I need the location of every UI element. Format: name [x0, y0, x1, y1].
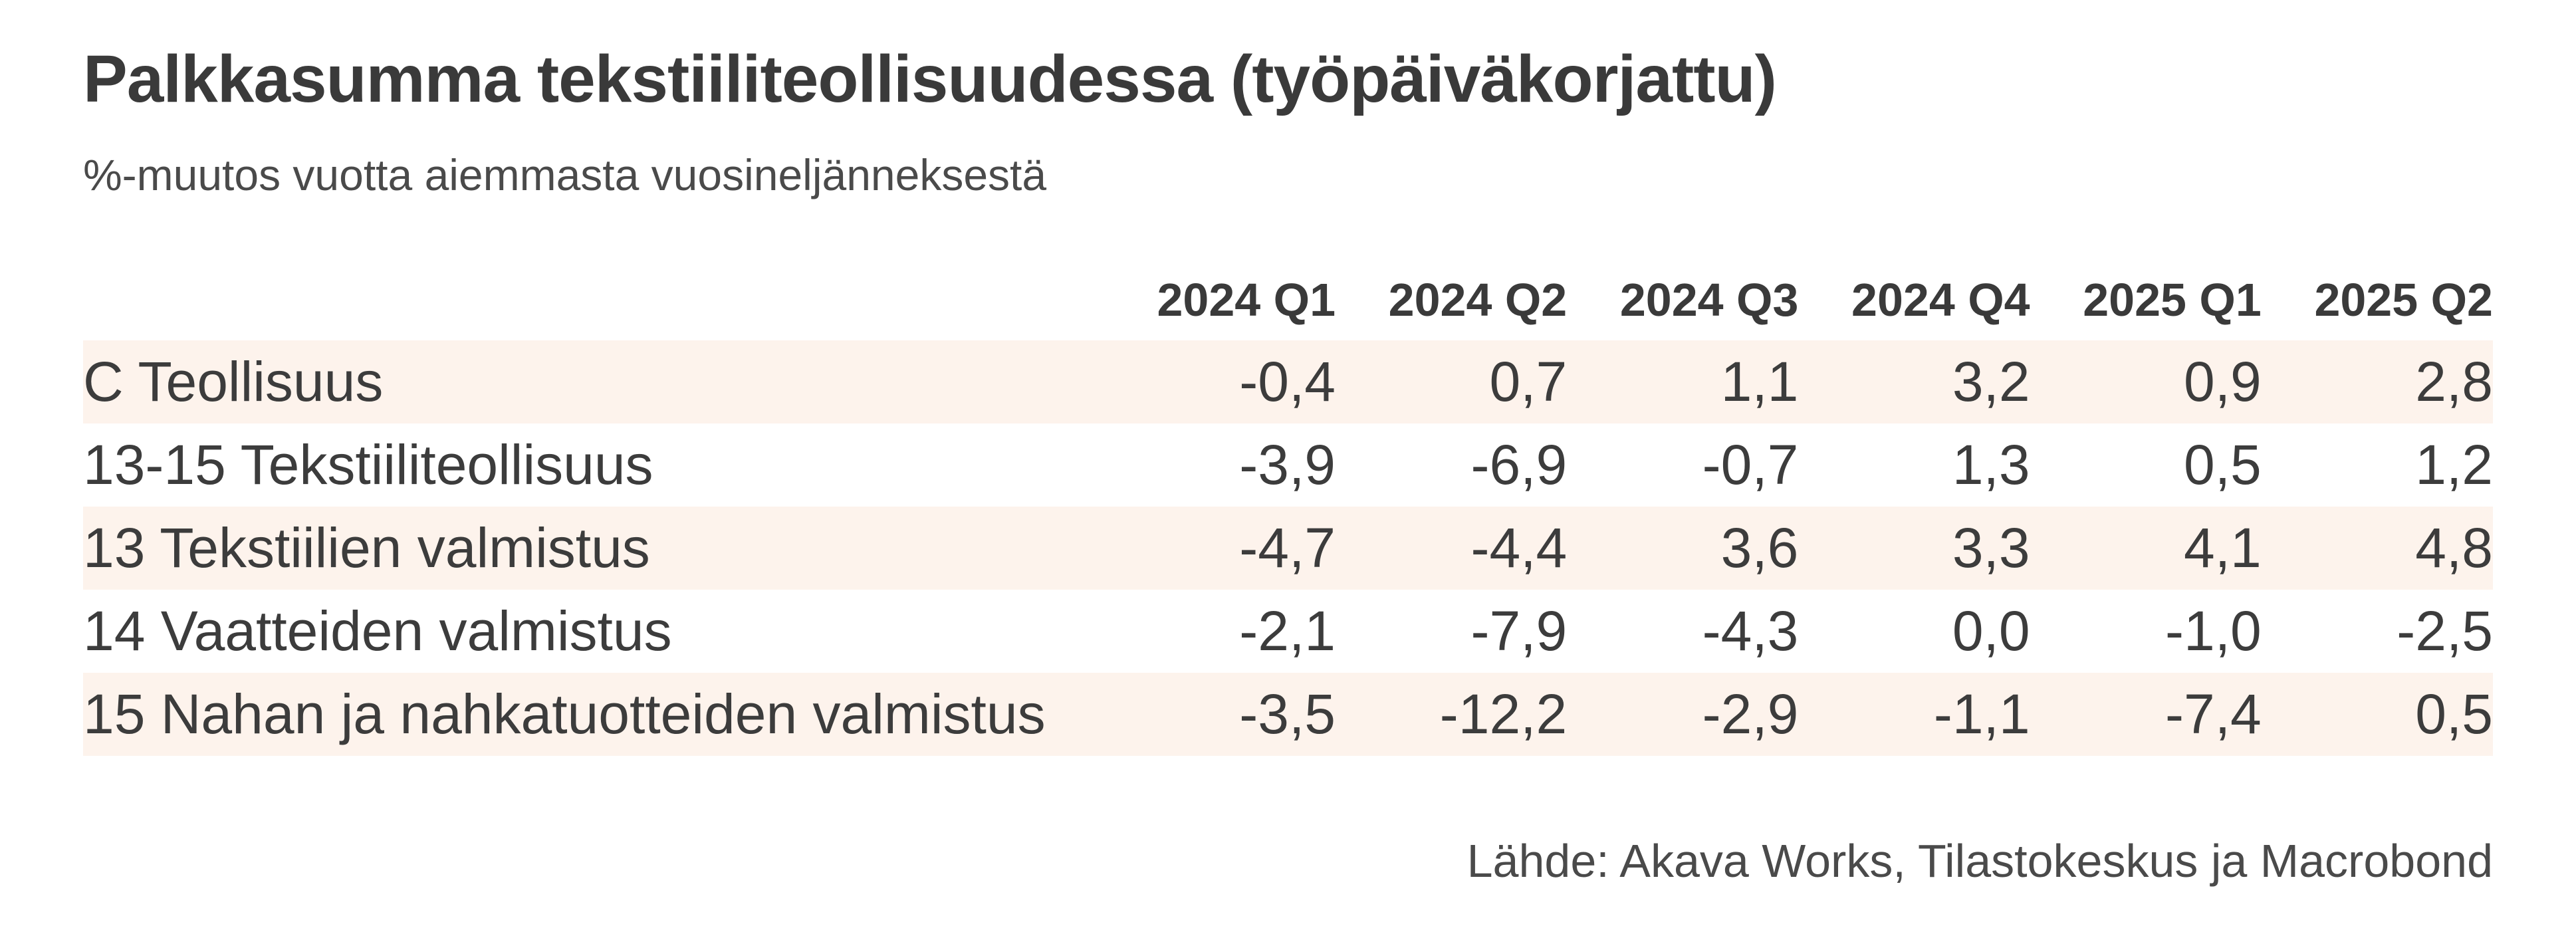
- column-header: 2024 Q2: [1388, 274, 1568, 326]
- value-cell: -6,9: [1470, 433, 1568, 496]
- value-cell: -1,0: [2165, 600, 2262, 662]
- table-row: 13-15 Tekstiiliteollisuus -3,9 -6,9 -0,7…: [83, 423, 2493, 507]
- column-header: 2024 Q1: [1157, 274, 1336, 326]
- value-cell: 3,6: [1567, 507, 1799, 590]
- row-label: 15 Nahan ja nahkatuotteiden valmistus: [83, 673, 1104, 756]
- value-cell: -4,4: [1336, 507, 1568, 590]
- value-cell: -7,4: [2030, 673, 2262, 756]
- value-cell: -7,9: [1470, 600, 1568, 662]
- value-cell: -2,5: [2397, 600, 2493, 662]
- value-cell: -4,3: [1702, 600, 1799, 662]
- value-cell: 0,5: [2184, 433, 2262, 496]
- value-cell: 0,9: [2030, 340, 2262, 423]
- column-header: 2025 Q2: [2314, 274, 2493, 326]
- value-cell: 3,3: [1798, 507, 2030, 590]
- chart-subtitle: %-muutos vuotta aiemmasta vuosineljännek…: [83, 150, 1047, 199]
- value-cell: -2,1: [1239, 600, 1336, 662]
- value-cell: 4,1: [2030, 507, 2262, 590]
- source-note: Lähde: Akava Works, Tilastokeskus ja Mac…: [1466, 835, 2493, 887]
- column-header: 2024 Q4: [1851, 274, 2030, 326]
- table-row: 14 Vaatteiden valmistus -2,1 -7,9 -4,3 0…: [83, 590, 2493, 673]
- table-row: 15 Nahan ja nahkatuotteiden valmistus -3…: [83, 673, 2493, 756]
- value-cell: 0,5: [2261, 673, 2493, 756]
- row-label: 13 Tekstiilien valmistus: [83, 507, 1104, 590]
- value-cell: 4,8: [2261, 507, 2493, 590]
- value-cell: 1,3: [1952, 433, 2030, 496]
- row-label: 14 Vaatteiden valmistus: [83, 600, 672, 662]
- table-row: 13 Tekstiilien valmistus -4,7 -4,4 3,6 3…: [83, 507, 2493, 590]
- column-header: 2024 Q3: [1619, 274, 1799, 326]
- value-cell: -4,7: [1104, 507, 1336, 590]
- value-cell: 0,7: [1336, 340, 1568, 423]
- chart-title: Palkkasumma tekstiiliteollisuudessa (työ…: [83, 42, 1777, 116]
- value-cell: 0,0: [1952, 600, 2030, 662]
- value-cell: 1,1: [1567, 340, 1799, 423]
- row-label: C Teollisuus: [83, 340, 1104, 423]
- table-row: C Teollisuus -0,4 0,7 1,1 3,2 0,9 2,8: [83, 340, 2493, 423]
- value-cell: -0,4: [1104, 340, 1336, 423]
- table-body: C Teollisuus -0,4 0,7 1,1 3,2 0,9 2,8 13…: [83, 340, 2493, 756]
- value-cell: -3,5: [1104, 673, 1336, 756]
- value-cell: -2,9: [1567, 673, 1799, 756]
- value-cell: -3,9: [1239, 433, 1336, 496]
- header-label-cell: [83, 259, 1104, 340]
- value-cell: 2,8: [2261, 340, 2493, 423]
- column-header: 2025 Q1: [2083, 274, 2262, 326]
- value-cell: -0,7: [1702, 433, 1799, 496]
- row-label: 13-15 Tekstiiliteollisuus: [83, 433, 653, 496]
- value-cell: -12,2: [1336, 673, 1568, 756]
- value-cell: -1,1: [1798, 673, 2030, 756]
- data-table: 2024 Q1 2024 Q2 2024 Q3 2024 Q4 2025 Q1 …: [83, 259, 2493, 756]
- value-cell: 1,2: [2415, 433, 2493, 496]
- table-header: 2024 Q1 2024 Q2 2024 Q3 2024 Q4 2025 Q1 …: [83, 259, 2493, 340]
- header-row: 2024 Q1 2024 Q2 2024 Q3 2024 Q4 2025 Q1 …: [83, 259, 2493, 340]
- value-cell: 3,2: [1798, 340, 2030, 423]
